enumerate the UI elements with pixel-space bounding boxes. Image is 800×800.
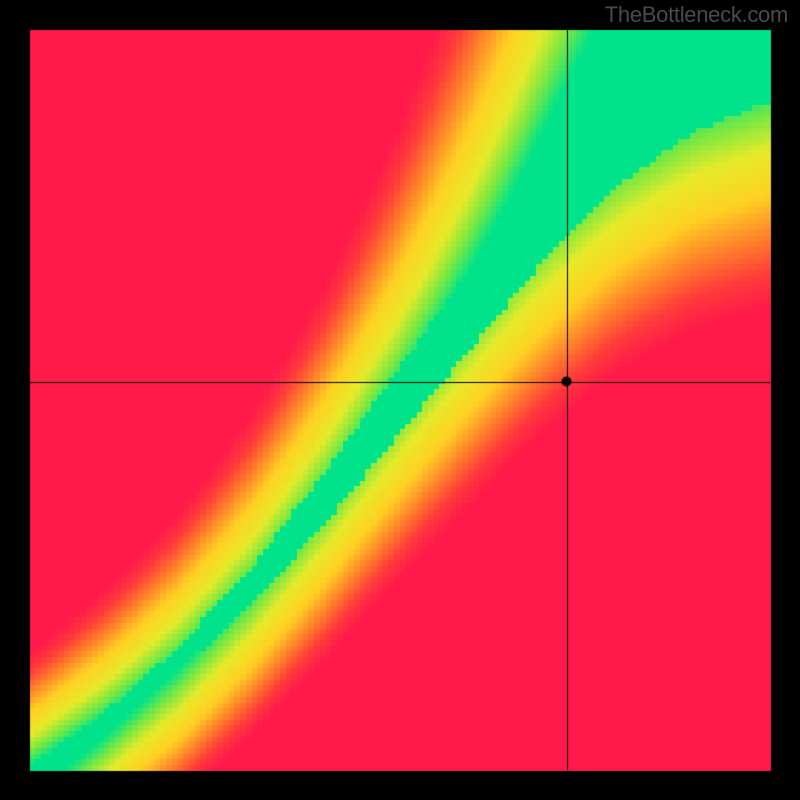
watermark-text: TheBottleneck.com <box>605 2 788 28</box>
bottleneck-heatmap <box>0 0 800 800</box>
